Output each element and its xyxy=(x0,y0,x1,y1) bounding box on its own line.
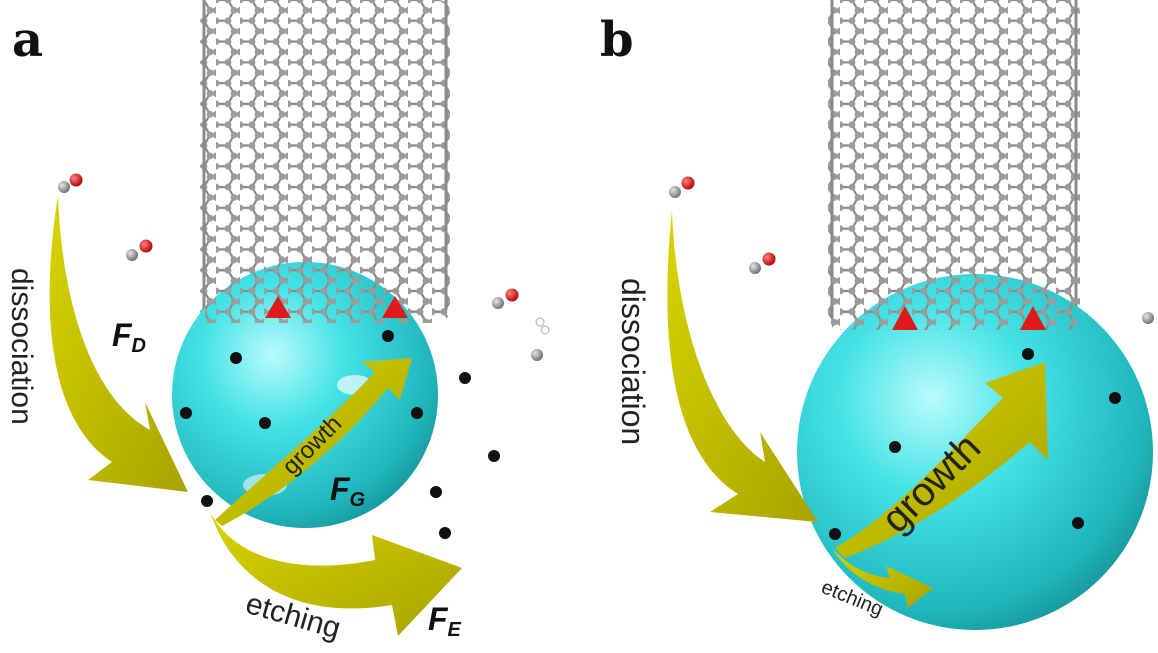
catalyst-particle-a xyxy=(172,262,438,528)
dissociation-label-a: dissociation xyxy=(5,268,38,425)
dissociation-arrow xyxy=(49,195,188,492)
active-site-marker xyxy=(892,306,918,330)
force-d-label: FD xyxy=(112,317,146,357)
co-molecule xyxy=(749,252,776,274)
growth-arrow xyxy=(215,358,412,526)
co-molecule xyxy=(1142,312,1154,324)
panel-a: a xyxy=(5,0,550,645)
co-molecule xyxy=(492,288,519,309)
etching-arrow xyxy=(210,512,462,636)
panel-b-label: b xyxy=(600,12,634,68)
panel-a-label: a xyxy=(12,12,43,68)
co-molecule xyxy=(126,239,153,261)
co2-molecule xyxy=(531,317,550,361)
dissociation-label-b: dissociation xyxy=(615,278,651,445)
dissolved-carbon-atoms-b xyxy=(829,348,1121,540)
active-site-marker xyxy=(265,296,291,318)
dissociation-arrow xyxy=(667,210,818,522)
growth-arrow xyxy=(835,362,1048,558)
co-molecule xyxy=(58,173,83,193)
active-site-marker xyxy=(382,296,408,318)
force-e-label: FE xyxy=(428,601,462,641)
active-site-marker xyxy=(1020,306,1046,330)
dissolved-carbon-atoms-a xyxy=(180,330,500,539)
co-molecule xyxy=(669,176,695,198)
panel-b: b dis xyxy=(600,0,1154,630)
force-g-label: FG xyxy=(330,471,365,511)
etching-arrow xyxy=(832,548,933,608)
nanotube-base-a xyxy=(205,255,445,323)
